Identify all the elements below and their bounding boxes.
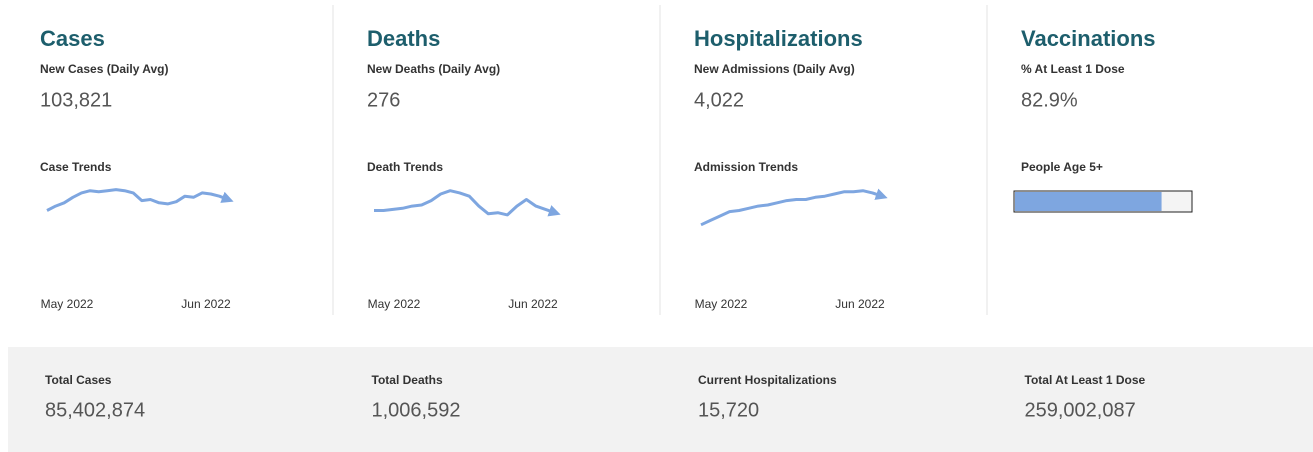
metric-value: 4,022 xyxy=(694,89,744,111)
totals-band xyxy=(8,347,1313,452)
x-tick-label: Jun 2022 xyxy=(508,297,558,311)
x-tick-label: May 2022 xyxy=(368,297,421,311)
x-tick-label: Jun 2022 xyxy=(835,297,885,311)
metric-value: 276 xyxy=(367,89,400,111)
x-tick-label: Jun 2022 xyxy=(181,297,231,311)
trend-title: Admission Trends xyxy=(694,160,798,174)
total-value: 1,006,592 xyxy=(372,399,461,421)
trend-title: Case Trends xyxy=(40,160,112,174)
trend-title: Death Trends xyxy=(367,160,443,174)
metric-label: New Admissions (Daily Avg) xyxy=(694,62,855,76)
progress-bar xyxy=(1015,192,1162,211)
total-label: Total At Least 1 Dose xyxy=(1025,373,1146,387)
metric-label: % At Least 1 Dose xyxy=(1021,62,1125,76)
metric-label: New Deaths (Daily Avg) xyxy=(367,62,500,76)
total-label: Total Deaths xyxy=(372,373,443,387)
sparkline xyxy=(700,188,888,227)
panel-title: Cases xyxy=(40,26,105,51)
total-label: Current Hospitalizations xyxy=(698,373,837,387)
panel-title: Hospitalizations xyxy=(694,26,863,51)
total-value: 259,002,087 xyxy=(1025,399,1136,421)
total-label: Total Cases xyxy=(45,373,112,387)
total-value: 85,402,874 xyxy=(45,399,145,421)
sparkline xyxy=(374,189,561,217)
x-tick-label: May 2022 xyxy=(695,297,748,311)
panel-title: Vaccinations xyxy=(1021,26,1156,51)
total-value: 15,720 xyxy=(698,399,759,421)
metric-value: 82.9% xyxy=(1021,89,1078,111)
trend-title: People Age 5+ xyxy=(1021,160,1103,174)
sparkline xyxy=(46,188,234,212)
metric-value: 103,821 xyxy=(40,89,112,111)
metric-label: New Cases (Daily Avg) xyxy=(40,62,169,76)
x-tick-label: May 2022 xyxy=(41,297,94,311)
panel-title: Deaths xyxy=(367,26,440,51)
